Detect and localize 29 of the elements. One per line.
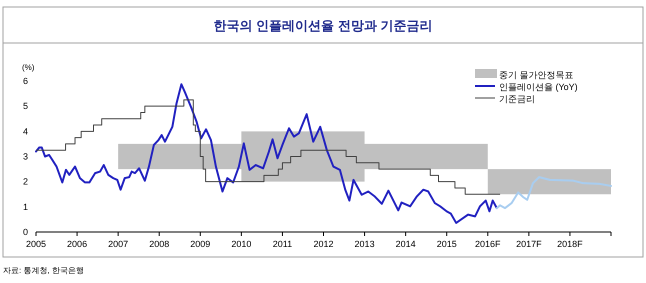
legend-label: 중기 물가안정목표	[499, 70, 574, 80]
chart-title: 한국의 인플레이션율 전망과 기준금리	[214, 18, 432, 33]
x-tick-label: 2014	[396, 239, 416, 249]
x-tick-label: 2016F	[475, 239, 502, 249]
y-tick-label: 3	[22, 152, 28, 162]
x-tick-label: 2006	[67, 239, 88, 249]
x-tick-label: 2008	[149, 239, 170, 249]
x-tick-label: 2012	[313, 239, 334, 249]
x-tick-label: 2017F	[516, 239, 542, 249]
line-series	[496, 176, 612, 210]
line-series	[35, 83, 498, 224]
y-tick-label: 6	[22, 76, 28, 86]
y-axis-title: (%)	[22, 63, 35, 72]
x-tick-label: 2010	[231, 239, 252, 249]
x-tick-label: 2007	[108, 239, 128, 249]
y-tick-label: 1	[22, 202, 28, 212]
y-tick-label: 2	[22, 176, 28, 187]
y-tick-label: 4	[22, 126, 28, 136]
x-tick-label: 2009	[190, 239, 210, 249]
x-tick-label: 2005	[26, 239, 46, 249]
legend-label: 인플레이션율 (YoY)	[499, 82, 578, 92]
x-tick-label: 2015	[436, 239, 457, 249]
text: 자료: 통계청, 한국은행	[3, 266, 84, 275]
x-tick-label: 2013	[354, 239, 375, 249]
y-tick-label: 0	[22, 227, 28, 237]
legend-label: 기준금리	[499, 94, 535, 104]
y-tick-label: 5	[22, 101, 28, 112]
x-tick-label: 2011	[272, 239, 292, 249]
x-tick-label: 2018F	[557, 239, 584, 249]
